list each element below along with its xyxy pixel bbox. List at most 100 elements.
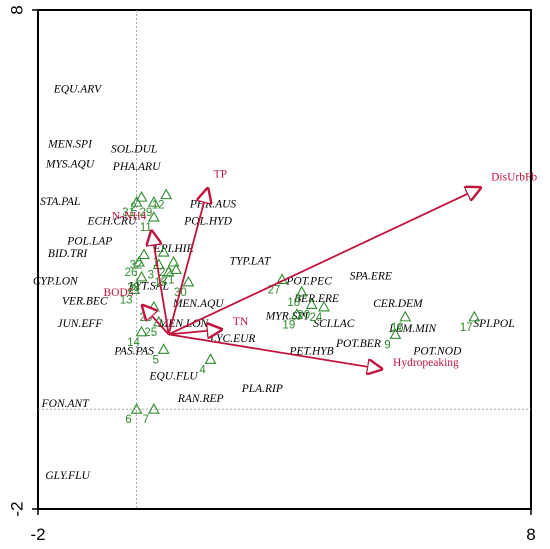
site-label: 25 — [144, 327, 157, 339]
species-label: RAN.REP — [177, 393, 224, 405]
site-label: 9 — [384, 339, 390, 351]
env-label: TP — [214, 168, 227, 180]
site-label: 24 — [310, 312, 323, 324]
site-triangle — [157, 245, 170, 257]
species-label: PHA.ARU — [112, 161, 161, 173]
species-label: POT.PEC — [285, 276, 332, 288]
y-tick-label: 8 — [7, 5, 26, 14]
env-vector: BOD5 — [103, 287, 170, 335]
site-point: 7 — [143, 403, 160, 426]
y-axis-ticks: 8 -2 — [7, 5, 38, 517]
species-label: LEM.MIN — [388, 323, 437, 335]
site-triangle — [135, 325, 148, 337]
site-triangle — [170, 263, 182, 275]
species-label: TYP.LAT — [230, 256, 272, 268]
species-label: EPI.HIR — [153, 243, 194, 255]
site-point: 1 — [153, 245, 170, 269]
env-label: Hydropeaking — [393, 357, 459, 369]
x-axis-ticks: -2 8 — [30, 509, 536, 544]
site-label: 13 — [120, 294, 133, 306]
species-label: MEN.AQU — [172, 298, 224, 310]
site-triangle — [147, 300, 160, 312]
site-label: 14 — [127, 337, 140, 349]
species-label: SOL.DUL — [111, 143, 157, 155]
site-triangle — [160, 188, 173, 200]
species-label: PET.HYB — [289, 345, 334, 357]
site-point: 5 — [153, 343, 170, 366]
env-arrow — [151, 230, 170, 335]
site-label: 7 — [143, 414, 149, 426]
site-triangle — [135, 270, 148, 282]
site-triangle — [157, 343, 170, 354]
y-tick-label: -2 — [7, 501, 26, 516]
site-label: 29 — [139, 207, 152, 219]
site-triangle — [318, 300, 330, 312]
species-label: BID.TRI — [48, 248, 88, 260]
site-triangle — [182, 275, 195, 287]
species-label: SCI.LAC — [313, 318, 355, 330]
site-triangle — [130, 403, 143, 414]
site-triangle — [138, 248, 150, 260]
env-arrow — [168, 187, 482, 336]
site-triangle — [162, 265, 175, 277]
env-arrow — [142, 304, 170, 335]
env-label: DisUrbFb — [491, 172, 537, 184]
site-point: 12 — [152, 188, 173, 212]
site-label: 20 — [297, 309, 310, 321]
site-triangle — [135, 190, 148, 202]
site-label: 2 — [130, 202, 136, 214]
site-point: 9 — [384, 328, 402, 351]
site-point: 31 — [122, 195, 143, 219]
species-label: BER.ERE — [294, 293, 339, 305]
site-point: 6 — [125, 403, 143, 426]
site-triangle — [204, 353, 217, 364]
env-vector: DisUrbFb — [168, 172, 537, 336]
species-label: POT.BER — [335, 338, 381, 350]
env-arrow — [168, 329, 223, 334]
site-point: 29 — [139, 195, 160, 219]
site-triangle — [128, 283, 141, 294]
species-label: LYT.SAL — [128, 281, 169, 293]
species-label: MYR.SPI — [265, 311, 310, 323]
x-tick-label: -2 — [30, 525, 45, 544]
plot-frame — [37, 9, 532, 510]
species-label: ECH.CRU — [87, 216, 138, 228]
site-point: 26 — [125, 255, 145, 279]
env-vector: Hydropeaking — [168, 333, 459, 369]
site-triangle — [133, 255, 145, 267]
site-label: 4 — [199, 364, 206, 376]
species-label: JUN.EFF — [57, 318, 103, 330]
site-label: 3 — [148, 269, 154, 281]
site-label: 27 — [268, 284, 281, 296]
species-label: VER.BEC — [62, 296, 108, 308]
env-vector: N-NH4 — [112, 211, 170, 335]
site-point: 18 — [287, 285, 308, 309]
site-point: 13 — [120, 283, 141, 306]
site-label: 1 — [153, 257, 159, 269]
env-label: TN — [233, 316, 249, 328]
x-tick-label: 8 — [526, 525, 535, 544]
site-point: 11 — [140, 210, 160, 234]
site-triangle — [295, 285, 308, 297]
site-point: 24 — [310, 300, 330, 324]
env-vector: TP — [167, 168, 227, 335]
species-label: PLA.RIP — [241, 383, 283, 395]
site-points: 2123129111322226315212830132325145427182… — [120, 188, 481, 426]
species-label: GLY.FLU — [45, 470, 90, 482]
site-label: 6 — [125, 414, 131, 426]
site-label: 11 — [140, 222, 152, 234]
site-label: 21 — [162, 274, 175, 286]
site-triangle — [305, 298, 318, 309]
species-label: EQU.ARV — [53, 83, 103, 95]
site-label: 26 — [125, 267, 138, 279]
site-point: 4 — [199, 353, 217, 376]
site-point: 19 — [282, 308, 303, 331]
site-triangle — [468, 310, 481, 322]
site-point: 14 — [127, 325, 148, 349]
species-label: EQU.FLU — [148, 370, 198, 382]
site-label: 31 — [122, 207, 135, 219]
site-point: 2 — [130, 190, 148, 214]
species-label: PHR.AUS — [189, 198, 237, 210]
species-label: POL.HYD — [183, 216, 232, 228]
